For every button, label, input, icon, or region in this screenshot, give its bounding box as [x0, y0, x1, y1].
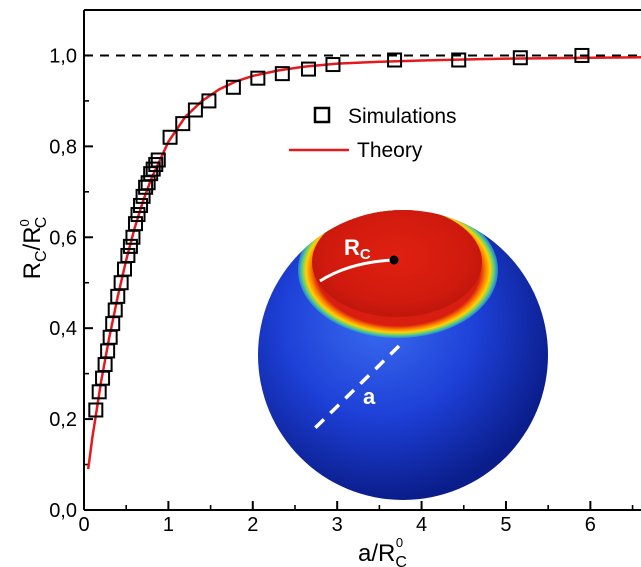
inset-distance-label: a: [363, 384, 376, 409]
x-tick-label: 4: [416, 514, 427, 536]
y-axis-label: RC/R0C: [17, 217, 50, 280]
simulation-point: [143, 166, 159, 182]
simulation-point: [512, 50, 528, 66]
y-tick-label: 1,0: [49, 45, 77, 67]
simulation-point: [387, 52, 403, 68]
simulation-point: [145, 161, 161, 177]
simulation-point: [162, 129, 178, 145]
y-tick-label: 0,8: [49, 136, 77, 158]
simulations-series: [88, 47, 590, 418]
y-tick-label: 0,4: [49, 318, 77, 340]
inset-sphere: RC a: [258, 210, 548, 500]
inset-radius-label: RC: [344, 235, 371, 263]
x-tick-label: 2: [247, 514, 258, 536]
x-tick-label: 0: [78, 514, 89, 536]
legend: Simulations Theory: [289, 105, 457, 162]
simulation-point: [187, 102, 203, 118]
simulation-point: [122, 238, 138, 254]
simulation-point: [133, 197, 149, 213]
simulation-point: [274, 66, 290, 82]
simulation-point: [225, 79, 241, 95]
x-tick-label: 6: [585, 514, 596, 536]
simulation-point: [120, 247, 136, 263]
x-axis-label: a/RC0: [358, 535, 407, 567]
x-tick-label: 1: [163, 514, 174, 536]
y-tick-label: 0,2: [49, 409, 77, 431]
y-tick-label: 0,6: [49, 227, 77, 249]
simulation-point: [175, 116, 191, 132]
simulation-point: [88, 402, 104, 418]
simulation-point: [148, 157, 164, 173]
simulation-point: [127, 216, 143, 232]
simulation-point: [201, 93, 217, 109]
x-tick-label: 5: [500, 514, 511, 536]
y-tick-label: 0,0: [49, 500, 77, 522]
simulation-point: [325, 57, 341, 73]
simulation-point: [574, 47, 590, 63]
simulation-point: [250, 70, 266, 86]
legend-label-theory: Theory: [357, 139, 423, 162]
cap-center-dot: [389, 255, 399, 265]
simulation-point: [130, 207, 146, 223]
legend-marker-simulations: [313, 106, 331, 124]
radius-arc: [319, 258, 395, 283]
legend-label-simulations: Simulations: [348, 105, 457, 128]
simulation-point: [300, 61, 316, 77]
axis-ticks: 0 1 2 3 4 5 6 0,0 0,2 0,4 0,6 0,8 1,0: [49, 9, 634, 536]
simulation-point: [451, 52, 467, 68]
simulation-point: [150, 152, 166, 168]
x-tick-label: 3: [332, 514, 343, 536]
